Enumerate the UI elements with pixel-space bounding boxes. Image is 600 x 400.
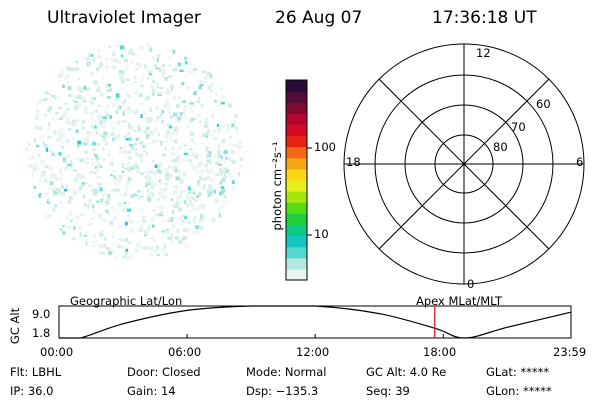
timeline-x-ticks — [58, 334, 572, 338]
polar-grid — [343, 43, 585, 285]
status-gain: Gain: 14 — [127, 384, 176, 398]
status-filter: Flt: LBHL — [10, 365, 62, 379]
status-mode: Mode: Normal — [246, 365, 327, 379]
image-date: 26 Aug 07 — [275, 8, 363, 28]
mlt-label-18: 18 — [346, 155, 361, 169]
mlat-label-80: 80 — [493, 140, 508, 154]
timeline-tick-2359: 23:59 — [553, 345, 587, 359]
colorbar-label-100: 100 — [314, 140, 336, 154]
mlt-label-12: 12 — [476, 46, 491, 60]
instrument-title: Ultraviolet Imager — [47, 8, 201, 28]
timeline-tick-1200: 12:00 — [296, 345, 330, 359]
mlat-label-60: 60 — [536, 97, 551, 111]
timeline-ymin: 1.8 — [32, 326, 51, 340]
timeline-ymax: 9.0 — [32, 307, 51, 321]
image-time: 17:36:18 UT — [432, 8, 537, 28]
status-glat: GLat: ***** — [486, 365, 550, 379]
altitude-curve — [58, 305, 572, 339]
status-seq: Seq: 39 — [366, 384, 410, 398]
timeline-tick-1800: 18:00 — [423, 345, 457, 359]
timeline-tick-0600: 06:00 — [168, 345, 202, 359]
timeline-tick-0000: 00:00 — [40, 345, 74, 359]
mlt-label-0: 0 — [467, 277, 475, 291]
status-dsp: Dsp: −135.3 — [246, 384, 319, 398]
mlat-label-70: 70 — [511, 120, 526, 134]
status-ip: IP: 36.0 — [10, 384, 54, 398]
status-glon: GLon: ***** — [486, 384, 552, 398]
timeline-frame — [58, 305, 572, 339]
timeline-left-title: Geographic Lat/Lon — [70, 294, 183, 308]
colorbar-label-10: 10 — [314, 227, 329, 241]
status-door: Door: Closed — [127, 365, 201, 379]
status-gc-alt: GC Alt: 4.0 Re — [366, 365, 447, 379]
mlt-label-6: 6 — [576, 155, 584, 169]
timeline-right-title: Apex MLat/MLT — [416, 294, 503, 308]
polar-diagonal-2 — [378, 78, 550, 250]
